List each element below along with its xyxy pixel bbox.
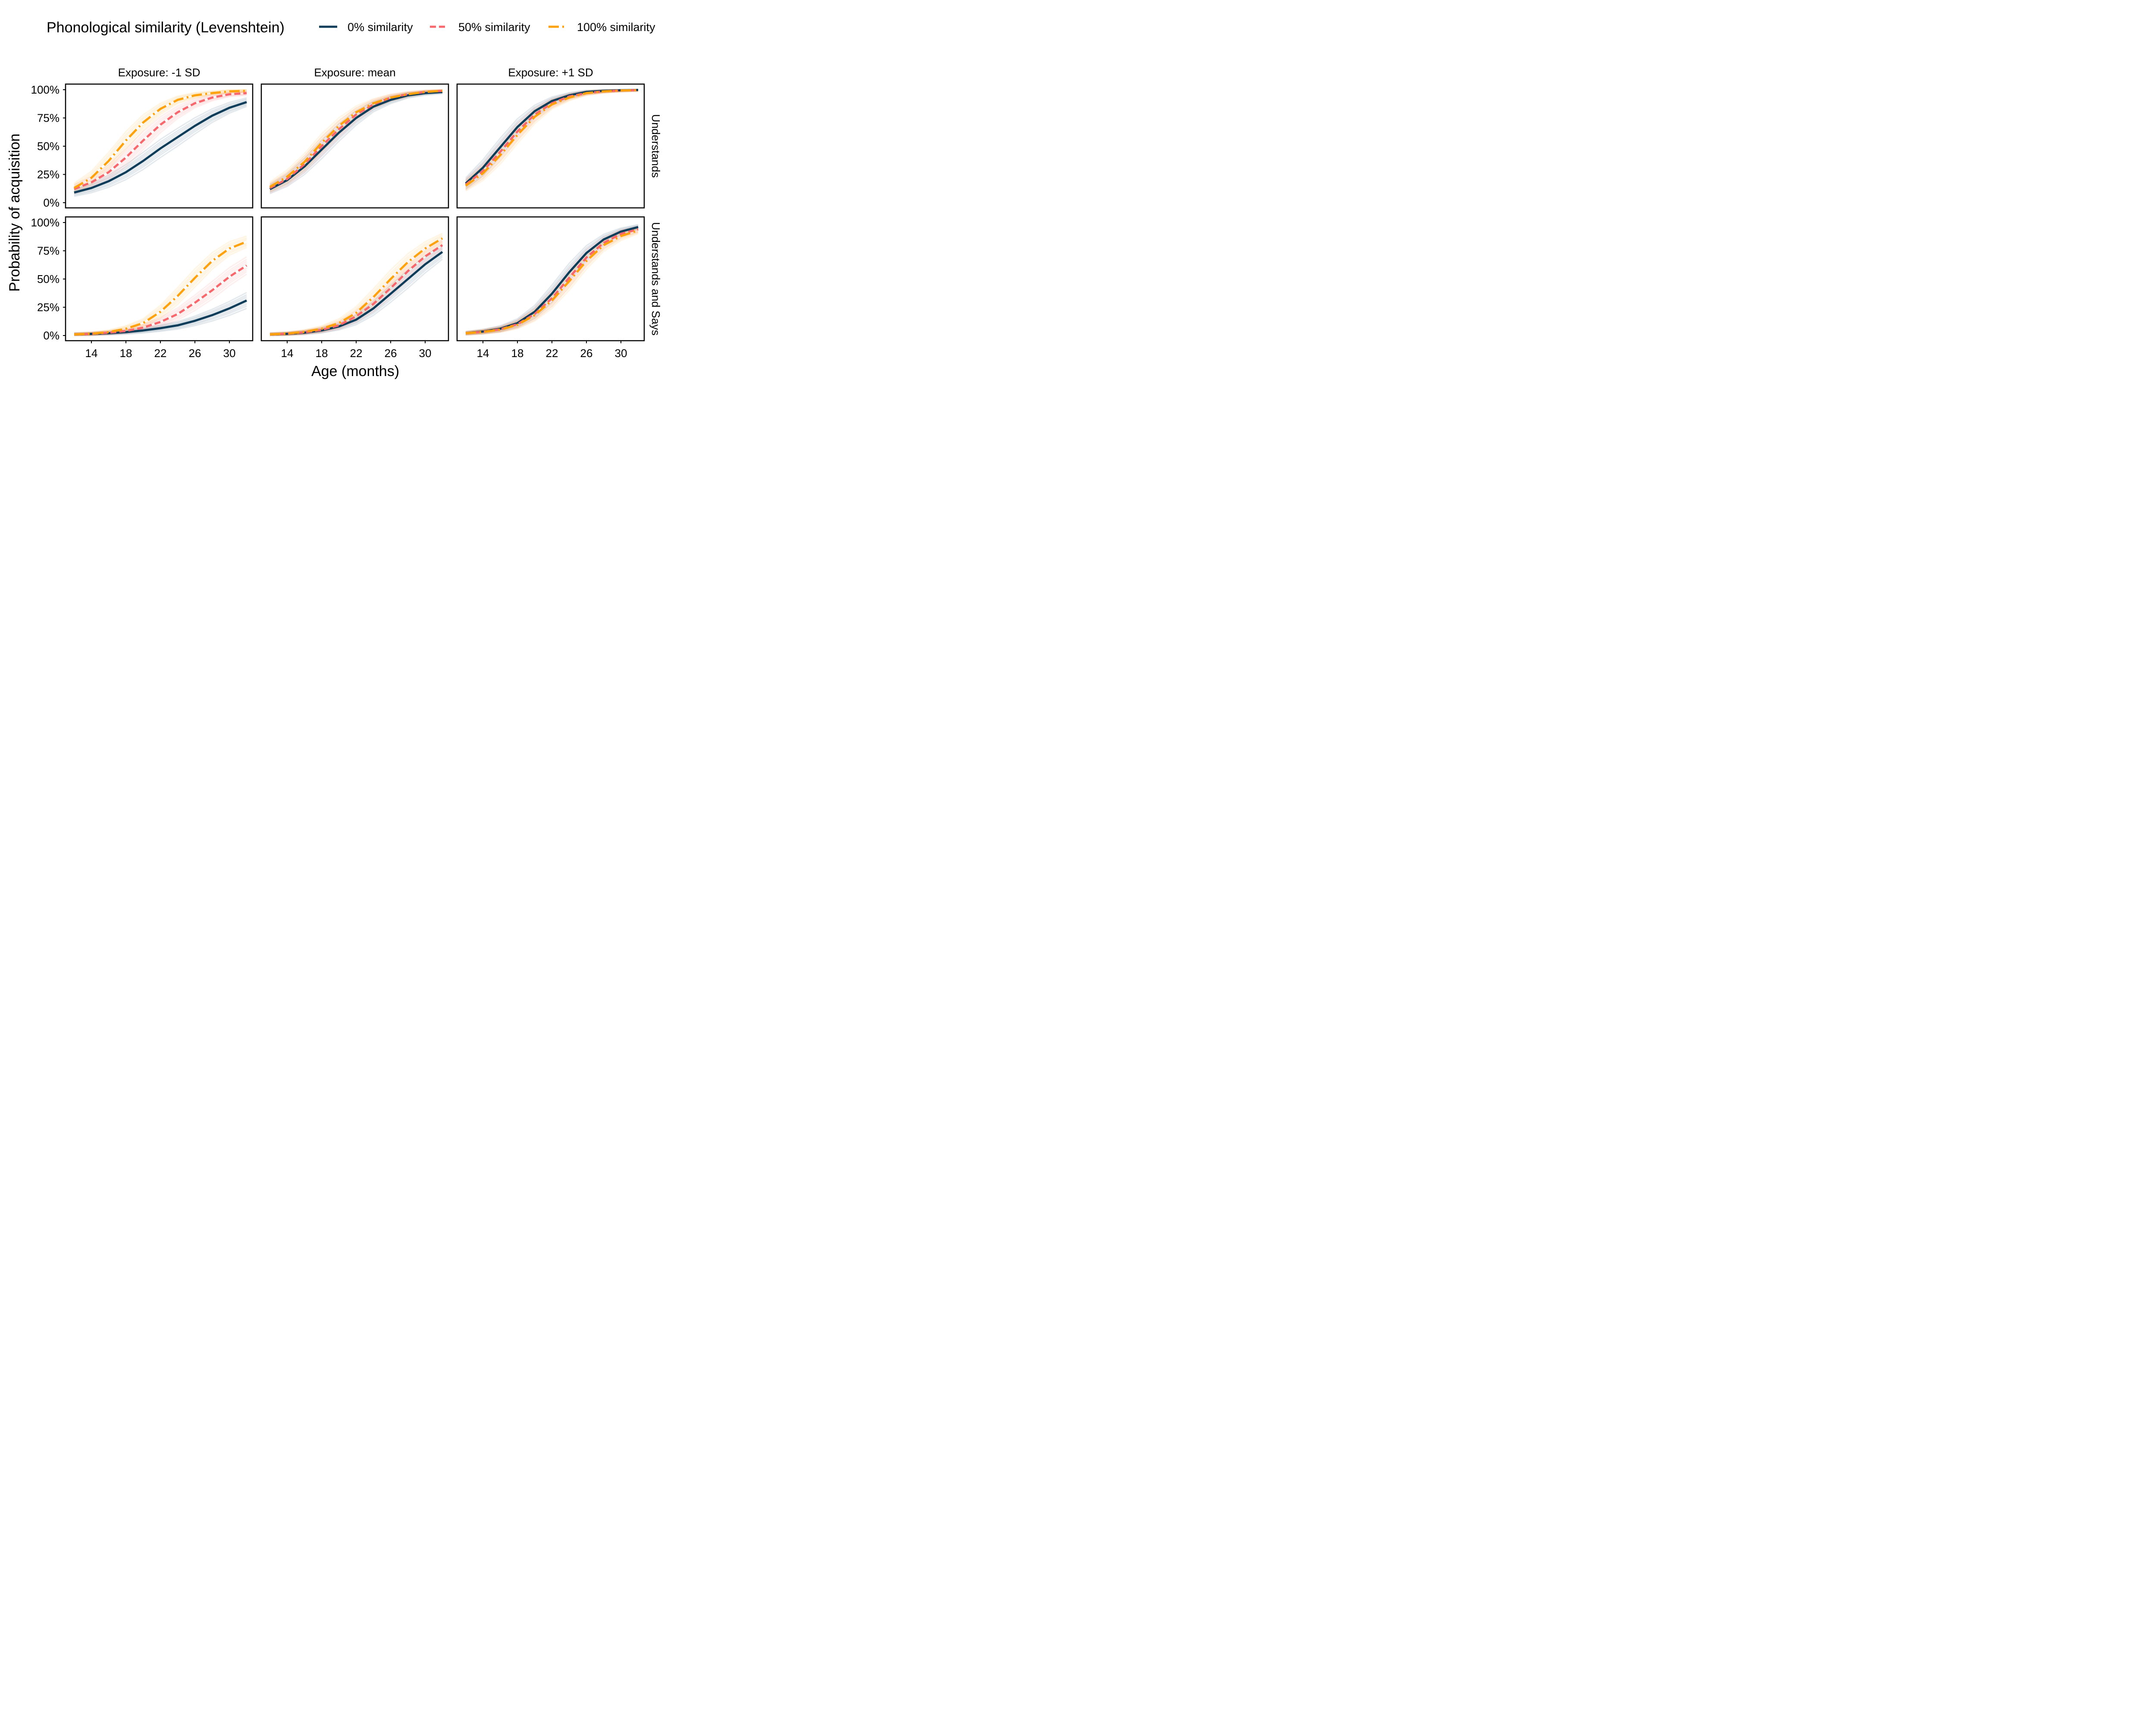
uncertainty-band-3 [465, 226, 639, 336]
y-tick-label: 50% [37, 273, 60, 285]
x-tick-label: 22 [546, 347, 558, 360]
x-tick-label: 26 [580, 347, 593, 360]
y-tick-label: 100% [31, 83, 60, 96]
panel-r2-c1 [65, 216, 254, 342]
series-line-2 [465, 89, 639, 186]
panel-frame [260, 216, 449, 342]
y-tick-label: 75% [37, 245, 60, 257]
x-tick-label: 18 [316, 347, 328, 360]
col-strip-3: Exposure: +1 SD [508, 66, 593, 79]
uncertainty-band-1 [74, 97, 247, 197]
panel-r1-c2 [260, 83, 449, 209]
x-tick-label: 18 [511, 347, 524, 360]
series-line-3 [73, 90, 247, 189]
faceted-line-chart: Phonological similarity (Levenshtein) 0%… [6, 19, 662, 380]
legend-label-3: 100% similarity [577, 21, 655, 34]
y-tick-label: 0% [43, 329, 60, 342]
y-tick-label: 25% [37, 168, 60, 181]
x-tick-label: 30 [419, 347, 432, 360]
panel-frame [260, 83, 449, 209]
series-line-1 [74, 101, 247, 194]
panel-frame [456, 216, 645, 342]
legend-label-1: 0% similarity [348, 21, 413, 34]
series-line-1 [269, 91, 443, 190]
series-line-3 [269, 90, 443, 188]
y-tick-label: 0% [43, 196, 60, 209]
x-tick-label: 14 [85, 347, 98, 360]
y-tick-label: 25% [37, 301, 60, 314]
x-axis-title: Age (months) [311, 363, 399, 380]
legend-title: Phonological similarity (Levenshtein) [47, 19, 285, 36]
panel-r1-c1 [65, 83, 254, 209]
series-line-2 [74, 92, 247, 190]
x-tick-label: 18 [120, 347, 132, 360]
panel-frame [456, 83, 645, 209]
x-tick-label: 26 [385, 347, 397, 360]
x-tick-label: 14 [477, 347, 489, 360]
uncertainty-band-2 [74, 256, 247, 336]
panel-r2-c2 [260, 216, 449, 342]
y-tick-label: 50% [37, 140, 60, 153]
series-line-3 [465, 89, 639, 187]
series-line-3 [465, 229, 639, 335]
series-line-3 [74, 241, 247, 336]
x-tick-label: 22 [154, 347, 167, 360]
y-axis-title: Probability of acquisition [6, 134, 23, 292]
x-tick-label: 22 [350, 347, 363, 360]
series-line-3 [270, 237, 443, 336]
col-strip-1: Exposure: -1 SD [118, 66, 201, 79]
uncertainty-band-3 [270, 89, 443, 193]
panel-r2-c3 [456, 216, 645, 342]
legend: Phonological similarity (Levenshtein) 0%… [47, 19, 655, 36]
row-strip-2: Understands and Says [649, 222, 662, 336]
x-tick-label: 14 [281, 347, 294, 360]
legend-label-2: 50% similarity [458, 21, 530, 34]
panel-r1-c3 [456, 83, 645, 209]
x-tick-label: 30 [615, 347, 627, 360]
x-tick-label: 30 [223, 347, 236, 360]
y-tick-label: 100% [31, 216, 60, 229]
row-strip-1: Understands [649, 114, 662, 178]
x-tick-label: 26 [189, 347, 201, 360]
col-strip-2: Exposure: mean [314, 66, 395, 79]
y-tick-label: 75% [37, 112, 60, 125]
